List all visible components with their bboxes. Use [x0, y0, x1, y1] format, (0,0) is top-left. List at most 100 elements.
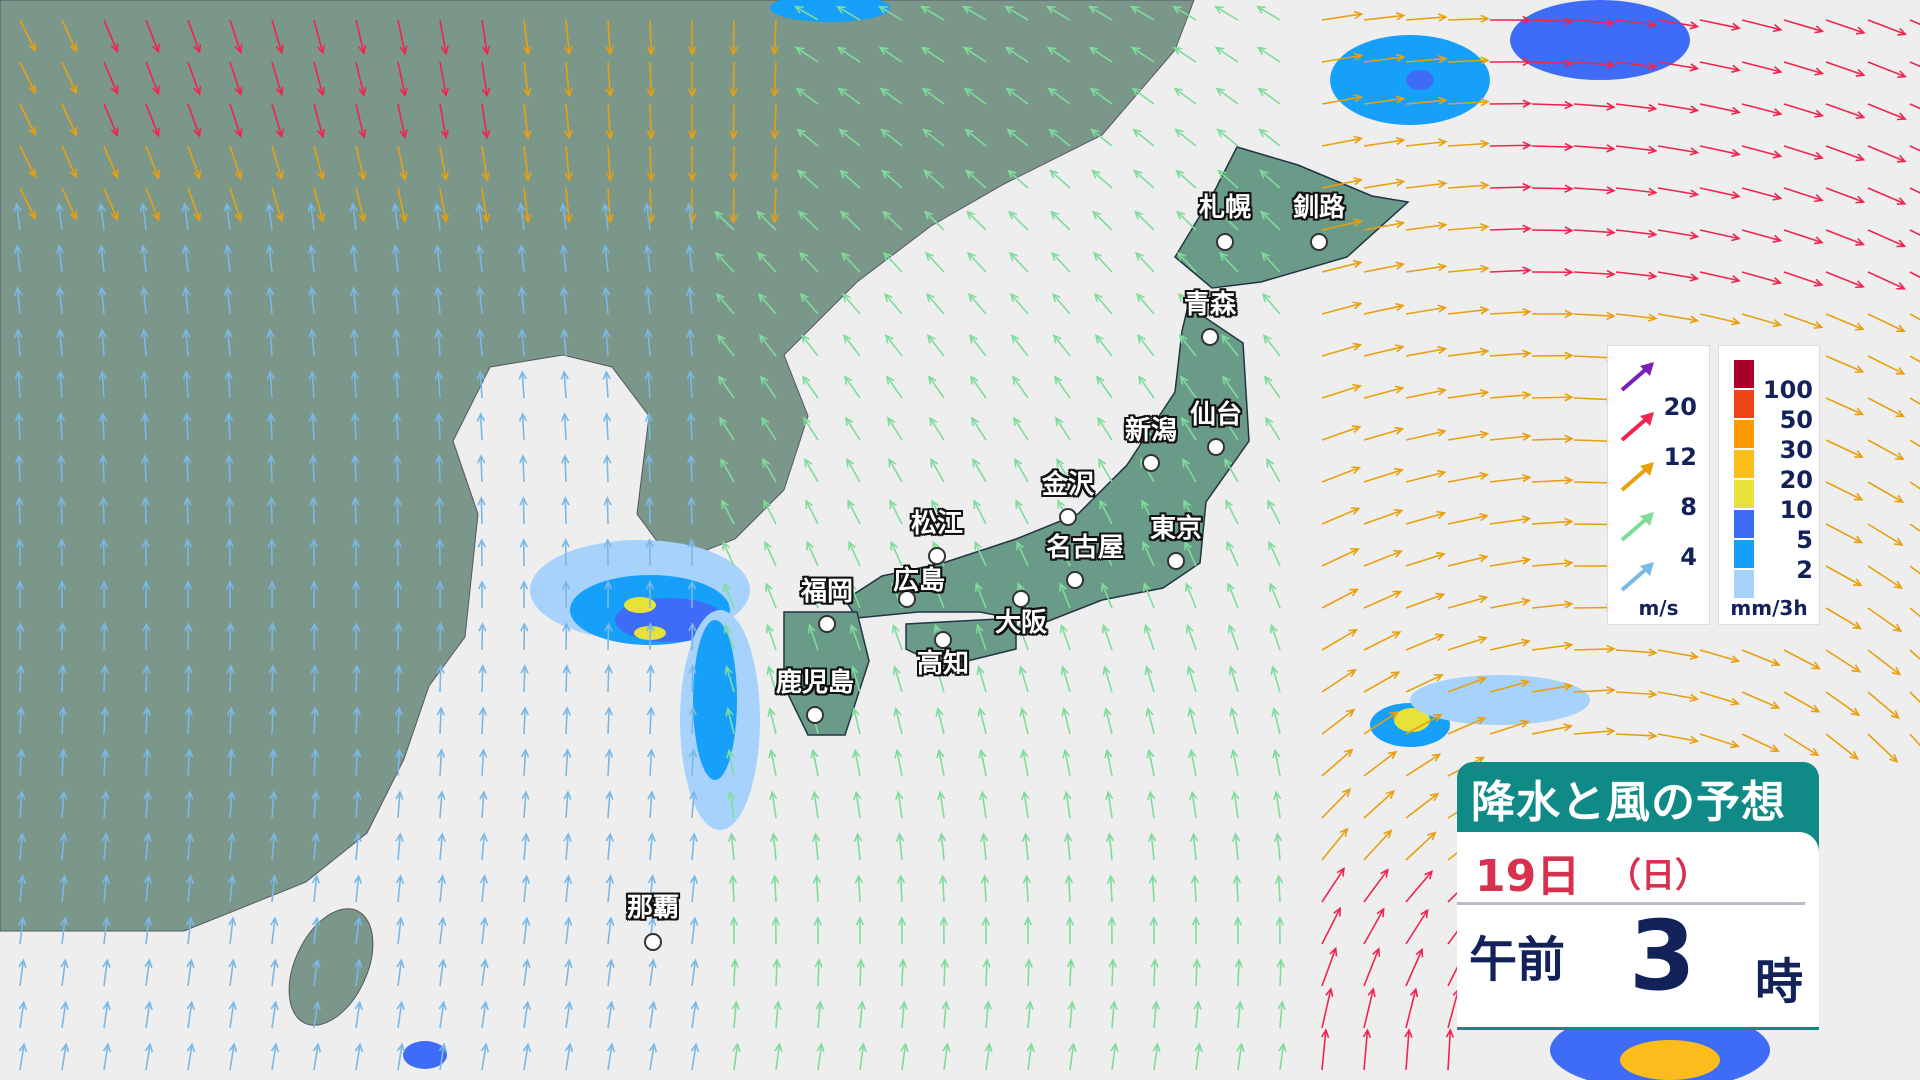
wind-arrow — [562, 622, 571, 651]
wind-arrow — [688, 103, 697, 140]
wind-arrow — [690, 1042, 700, 1071]
wind-arrow — [102, 1042, 112, 1071]
wind-arrow — [186, 958, 195, 987]
wind-arrow — [602, 370, 611, 399]
wind-arrow — [1215, 87, 1239, 105]
wind-arrow — [266, 328, 275, 357]
wind-arrow — [1867, 397, 1906, 418]
wind-arrow — [937, 790, 946, 819]
wind-arrow — [229, 103, 243, 139]
wind-arrow — [1783, 145, 1824, 160]
wind-arrow — [645, 538, 654, 567]
wind-arrow — [19, 187, 36, 221]
wind-arrow — [396, 1042, 406, 1071]
wind-arrow — [561, 580, 571, 609]
wind-arrow — [1531, 142, 1574, 152]
wind-arrow — [1405, 428, 1447, 441]
wind-arrow — [1699, 145, 1741, 158]
wind-arrow — [1104, 748, 1113, 777]
wind-arrow — [98, 370, 107, 399]
wind-arrow — [229, 19, 243, 55]
wind-arrow — [1321, 867, 1345, 903]
wind-arrow — [523, 103, 532, 140]
wind-arrow — [1223, 416, 1239, 441]
wind-arrow — [688, 61, 697, 98]
wind-arrow — [1175, 169, 1197, 189]
wind-arrow — [1321, 987, 1334, 1029]
wind-arrow — [1363, 868, 1389, 903]
wind-arrow — [1531, 476, 1574, 485]
wind-arrow — [758, 334, 777, 357]
wind-arrow — [268, 706, 278, 735]
wind-arrow — [1321, 946, 1338, 987]
wind-arrow — [1489, 597, 1532, 609]
wind-arrow — [1265, 416, 1281, 441]
wind-arrow — [966, 251, 987, 273]
wind-arrow — [1783, 733, 1820, 757]
wind-arrow — [1405, 96, 1448, 106]
wind-arrow — [603, 496, 612, 525]
wind-arrow — [310, 748, 320, 777]
wind-arrow — [687, 496, 696, 525]
wind-arrow — [1172, 5, 1197, 21]
wind-arrow — [56, 412, 66, 441]
wind-arrow — [690, 958, 699, 987]
wind-arrow — [605, 187, 614, 224]
wind-arrow — [1909, 523, 1920, 533]
wind-arrow — [686, 328, 695, 357]
wind-arrow — [848, 540, 861, 567]
wind-arrow — [1321, 135, 1364, 147]
precip-color-swatch — [1734, 480, 1754, 508]
wind-arrow — [1825, 19, 1866, 35]
wind-arrow — [481, 187, 491, 224]
wind-arrow — [1447, 139, 1490, 149]
wind-arrow — [521, 874, 531, 903]
wind-arrow — [1023, 916, 1033, 945]
wind-arrow — [925, 292, 945, 315]
wind-arrow — [1219, 292, 1239, 315]
wind-arrow — [813, 916, 823, 945]
wind-arrow — [646, 622, 655, 651]
wind-arrow — [1909, 229, 1920, 236]
wind-arrow — [17, 790, 26, 819]
wind-arrow — [646, 61, 656, 98]
wind-arrow — [351, 538, 360, 567]
wind-arrow — [519, 454, 528, 483]
wind-arrow — [1176, 251, 1197, 273]
wind-arrow — [18, 1042, 28, 1071]
wind-arrow — [1172, 46, 1197, 63]
wind-arrow — [1321, 94, 1364, 105]
wind-arrow — [14, 328, 23, 357]
wind-arrow — [724, 665, 735, 693]
wind-arrow — [481, 19, 491, 56]
city-marker — [1059, 508, 1077, 526]
wind-arrow — [1110, 1042, 1119, 1071]
wind-arrow — [720, 457, 735, 483]
wind-arrow — [1015, 499, 1029, 525]
wind-arrow — [1214, 5, 1239, 21]
time-hour-unit: 時 — [1755, 954, 1804, 1010]
wind-arrow — [1615, 187, 1658, 197]
wind-arrow — [350, 412, 360, 441]
wind-arrow — [18, 958, 27, 987]
wind-arrow — [1867, 565, 1903, 589]
wind-arrow — [1405, 908, 1429, 945]
wind-arrow — [355, 103, 367, 139]
wind-arrow — [729, 61, 738, 98]
wind-arrow — [563, 832, 572, 861]
wind-arrow — [803, 416, 819, 441]
wind-arrow — [1489, 515, 1532, 525]
wind-arrow — [181, 202, 190, 231]
wind-arrow — [480, 958, 489, 987]
wind-arrow — [267, 454, 276, 483]
precip-color-swatch — [1734, 510, 1754, 538]
wind-arrow — [1064, 874, 1074, 903]
wind-arrow — [1657, 649, 1700, 660]
wind-arrow — [58, 706, 68, 735]
wind-arrow — [434, 412, 444, 441]
wind-arrow — [1101, 623, 1113, 651]
wind-arrow — [1363, 467, 1404, 483]
wind-arrow — [439, 187, 449, 224]
wind-arrow — [354, 1000, 363, 1029]
wind-arrow — [1447, 389, 1490, 399]
